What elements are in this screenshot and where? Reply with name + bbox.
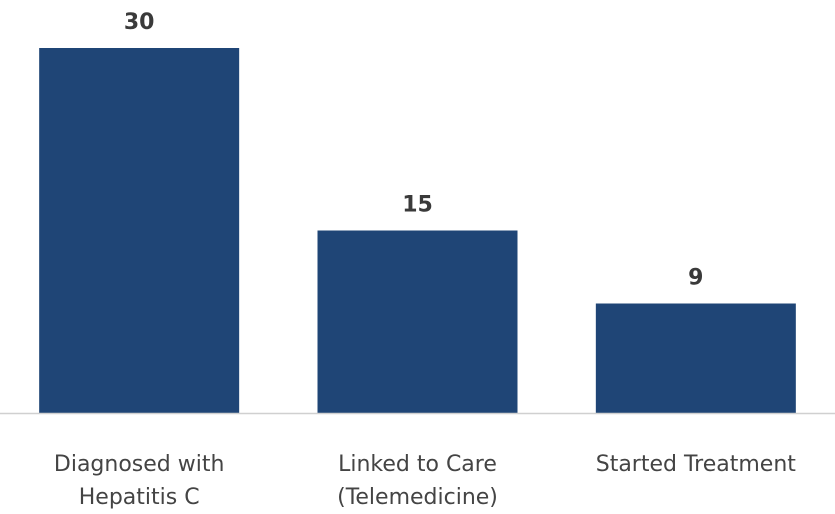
category-label-3: Started Treatment bbox=[596, 452, 797, 477]
category-label-1: Diagnosed with Hepatitis C bbox=[54, 452, 225, 510]
bar-3 bbox=[595, 303, 796, 413]
bar-2 bbox=[317, 230, 518, 413]
category-label-line: Linked to Care bbox=[338, 452, 497, 477]
category-label-line: (Telemedicine) bbox=[337, 485, 498, 510]
category-labels-group: Diagnosed with Hepatitis C Linked to Care (… bbox=[54, 452, 796, 510]
data-label-3: 9 bbox=[688, 266, 703, 291]
data-label-2: 15 bbox=[402, 193, 433, 218]
category-label-line: Hepatitis C bbox=[79, 485, 200, 510]
value-labels-group: 30 15 9 bbox=[124, 10, 704, 291]
category-label-line: Started Treatment bbox=[596, 452, 797, 477]
data-label-1: 30 bbox=[124, 10, 155, 35]
bar-1 bbox=[39, 48, 240, 413]
bars-group bbox=[39, 48, 796, 413]
category-label-2: Linked to Care (Telemedicine) bbox=[337, 452, 498, 510]
category-label-line: Diagnosed with bbox=[54, 452, 225, 477]
